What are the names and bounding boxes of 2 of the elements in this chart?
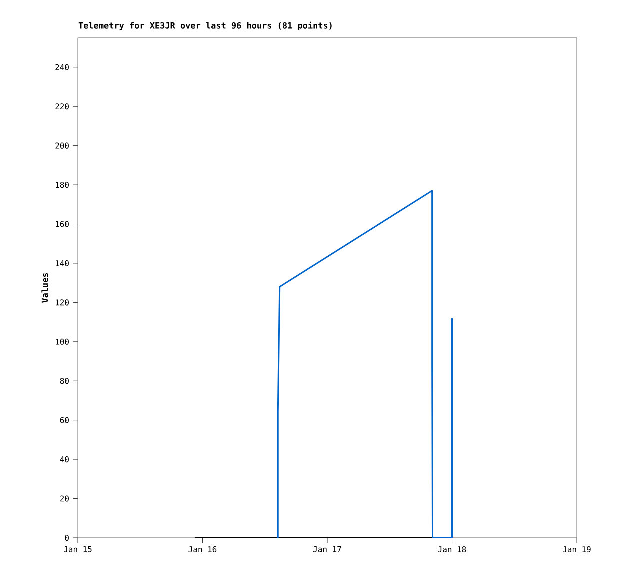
y-axis-title: Values: [42, 273, 48, 304]
chart-title: Telemetry for XE3JR over last 96 hours (81 points): [78, 22, 332, 30]
